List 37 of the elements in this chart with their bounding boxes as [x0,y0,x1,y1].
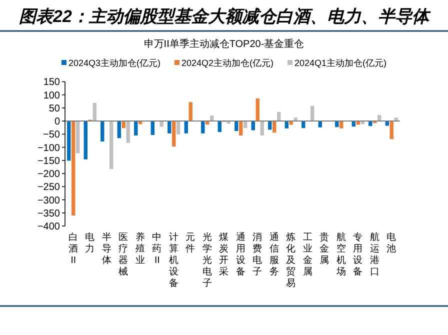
x-tick-label: 工业金属 [302,232,313,278]
x-tick-label: 光学光电子 [202,231,212,289]
x-tick-label: 半导体 [102,231,112,266]
legend-label: 2024Q2主动加仓(亿元) [181,58,274,68]
y-tick-label: −400 [37,222,60,232]
y-tick-label: 100 [43,90,60,102]
x-tick-label: 电力 [85,231,96,254]
y-tick-label: 150 [43,77,60,88]
y-tick-label: −350 [37,208,60,220]
x-tick-label: 医疗器械 [118,232,129,278]
y-tick-label: −50 [43,130,60,141]
legend-label: 2024Q1主动加仓(亿元) [294,58,387,68]
x-tick-label: 消费电子 [252,231,263,278]
x-tick-label: 航空机场 [335,231,346,278]
x-tick-label: 元件 [186,232,196,254]
y-tick-label: −200 [37,169,60,180]
y-tick-label: −250 [37,182,60,194]
y-tick-label: −100 [37,142,60,154]
x-tick-label: 专用设备 [353,231,364,278]
x-tick-label: 航运港口 [370,231,380,278]
x-tick-label: 计算机设备 [168,231,179,289]
x-tick-label: 通信服务 [269,231,280,278]
x-tick-label: 白酒II [68,231,78,266]
y-tick-label: −300 [37,195,60,206]
x-tick-label: 炼化及贸易 [286,231,296,289]
x-tick-label: 贵金属 [320,231,330,266]
x-tick-label: 养殖业 [135,231,146,266]
y-tick-label: −150 [37,156,60,167]
x-tick-label: 中药II [152,231,162,266]
x-tick-label: 通用设备 [236,231,246,278]
y-tick-label: 0 [54,116,60,128]
x-tick-label: 电池 [386,231,397,254]
x-tick-label: 煤炭开采 [219,231,230,278]
chart-title: 图表22：主动偏股型基金大额减仓白酒、电力、半导体 [19,7,431,26]
legend-label: 2024Q3主动加仓(亿元) [68,58,160,68]
y-tick-label: 50 [48,103,60,114]
chart-subtitle: 申万II单季主动减仓TOP20-基金重仓 [144,38,304,50]
